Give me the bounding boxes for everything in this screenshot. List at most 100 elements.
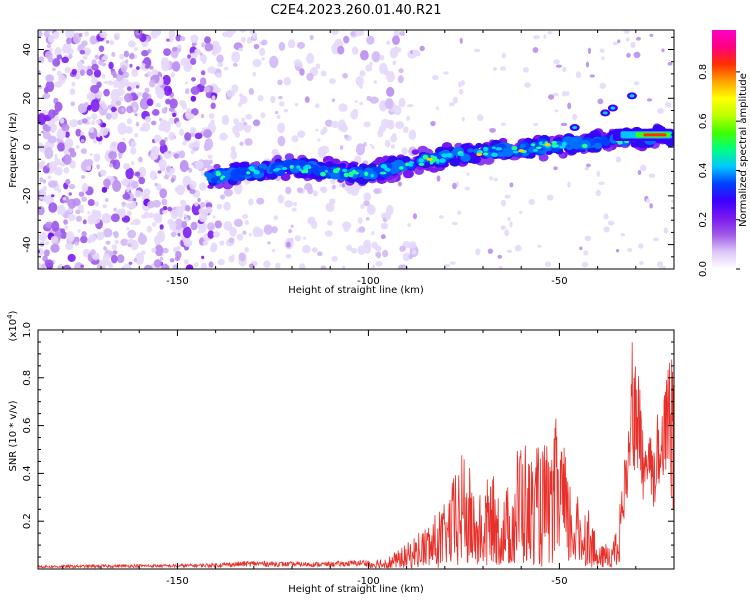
spectrogram-cell <box>119 53 125 60</box>
spectrogram-cell <box>190 95 197 102</box>
spectrogram-cell <box>184 258 189 265</box>
spectrogram-cell <box>189 188 196 195</box>
spectrogram-cell <box>523 67 529 73</box>
spectrogram-cell <box>223 201 231 211</box>
spectrogram-cell <box>94 201 100 207</box>
spectrogram-cell <box>140 250 146 256</box>
spectrogram-cell <box>101 186 108 193</box>
spectrogram-cell <box>189 180 197 190</box>
spectrogram-cell <box>43 86 49 94</box>
spectrogram-cell <box>167 206 173 212</box>
spectrogram-cell <box>152 199 161 208</box>
spectrogram-cell <box>500 225 506 231</box>
spectrogram-cell <box>69 119 78 128</box>
spectrogram-cell <box>408 253 413 260</box>
spectrogram-cell <box>602 111 608 115</box>
spectrogram-cell <box>548 94 555 100</box>
spectrogram-cell <box>78 33 83 38</box>
spectrogram-cell <box>223 220 233 231</box>
spectrogram-cell <box>182 226 192 239</box>
spectrogram-cell <box>154 244 164 257</box>
spectrogram-cell <box>593 142 603 149</box>
spectrogram-cell <box>331 255 338 262</box>
spectrogram-cell <box>634 81 640 86</box>
spectrogram-cell <box>337 119 347 132</box>
spectrogram-cell <box>108 151 117 160</box>
spectrogram-cell <box>659 265 666 269</box>
spectrogram-cell <box>96 132 101 138</box>
spectrogram-cell <box>38 231 48 242</box>
spectrogram-cell <box>57 265 63 269</box>
spectrogram-cell <box>239 141 244 146</box>
spectrogram-cell <box>135 121 140 127</box>
spectrogram-cell <box>65 231 75 243</box>
spectrogram-cell <box>80 235 88 244</box>
spectrogram-cell <box>274 167 281 171</box>
spectrogram-cell <box>75 215 83 222</box>
spectrogram-cell <box>204 43 214 52</box>
spectrogram-cell <box>204 36 211 44</box>
spectrogram-cell <box>90 84 100 94</box>
spectrogram-cell <box>552 144 560 148</box>
spectrogram-cell <box>390 165 401 174</box>
spectrogram-cell <box>160 57 170 67</box>
spectrogram-cell <box>129 63 133 68</box>
spectrogram-cell <box>105 112 112 120</box>
spectrogram-cell <box>595 189 601 197</box>
spectrogram-cell <box>141 63 146 68</box>
spectrogram-cell <box>159 139 166 147</box>
spectrogram-cell <box>553 166 558 171</box>
spectrogram-cell <box>399 245 406 252</box>
spectrogram-cell <box>190 77 196 82</box>
spectrogram-cell <box>63 167 70 174</box>
spectrogram-cell <box>162 74 171 86</box>
spectrogram-cell <box>324 119 333 127</box>
spectrogram-cell <box>202 240 209 246</box>
spectrogram-cell <box>278 41 286 51</box>
spectrogram-cell <box>285 253 292 259</box>
spectrogram-cell <box>438 215 444 219</box>
spectrogram-cell <box>194 48 201 55</box>
spectrogram-cell <box>366 204 376 215</box>
spectrogram-cell <box>657 261 664 267</box>
spectrogram-cell <box>147 49 151 54</box>
spectrogram-cell <box>329 78 336 84</box>
spectrogram-cell <box>41 130 45 134</box>
spectrogram-cell <box>211 48 218 56</box>
spectrogram-cell <box>128 261 133 265</box>
spectrogram-cell <box>512 150 519 154</box>
spectrogram-cell <box>610 106 616 110</box>
spectrogram-cell <box>125 59 129 64</box>
spectrogram-cell <box>500 199 507 207</box>
spectrogram-cell <box>649 203 653 209</box>
spectrogram-cell <box>57 188 62 193</box>
spectrogram-cell <box>253 169 260 175</box>
spectrogram-cell <box>219 132 228 141</box>
spectrogram-cell <box>96 164 101 170</box>
spectrogram-cell <box>131 161 135 166</box>
spectrogram-cell <box>91 120 95 125</box>
spectrogram-cell <box>182 141 187 146</box>
spectrogram-cell <box>232 62 238 67</box>
spectrogram-cell <box>70 88 75 94</box>
y-tick-label: 1.0 <box>22 322 33 338</box>
spectrogram-cell <box>259 47 266 57</box>
spectrogram-cell <box>375 260 383 267</box>
spectrogram-cell <box>191 41 196 47</box>
spectrogram-cell <box>81 40 88 47</box>
spectrogram-cell <box>131 68 139 78</box>
spectrogram-cell <box>144 264 153 269</box>
spectrogram-cell <box>449 261 456 265</box>
spectrogram-cell <box>48 109 56 119</box>
spectrogram-cell <box>39 177 44 183</box>
spectrogram-cell <box>603 226 610 233</box>
spectrogram-cell <box>144 116 152 123</box>
spectrogram-cell <box>207 66 217 74</box>
spectrogram-cell <box>509 182 514 188</box>
spectrogram-cell <box>68 54 73 60</box>
spectrogram-cell <box>185 205 191 212</box>
colorbar-tick-label: 0.6 <box>698 113 709 129</box>
spectrogram-cell <box>189 113 195 120</box>
spectrogram-cell <box>629 94 635 98</box>
spectrogram-cell <box>537 244 542 248</box>
